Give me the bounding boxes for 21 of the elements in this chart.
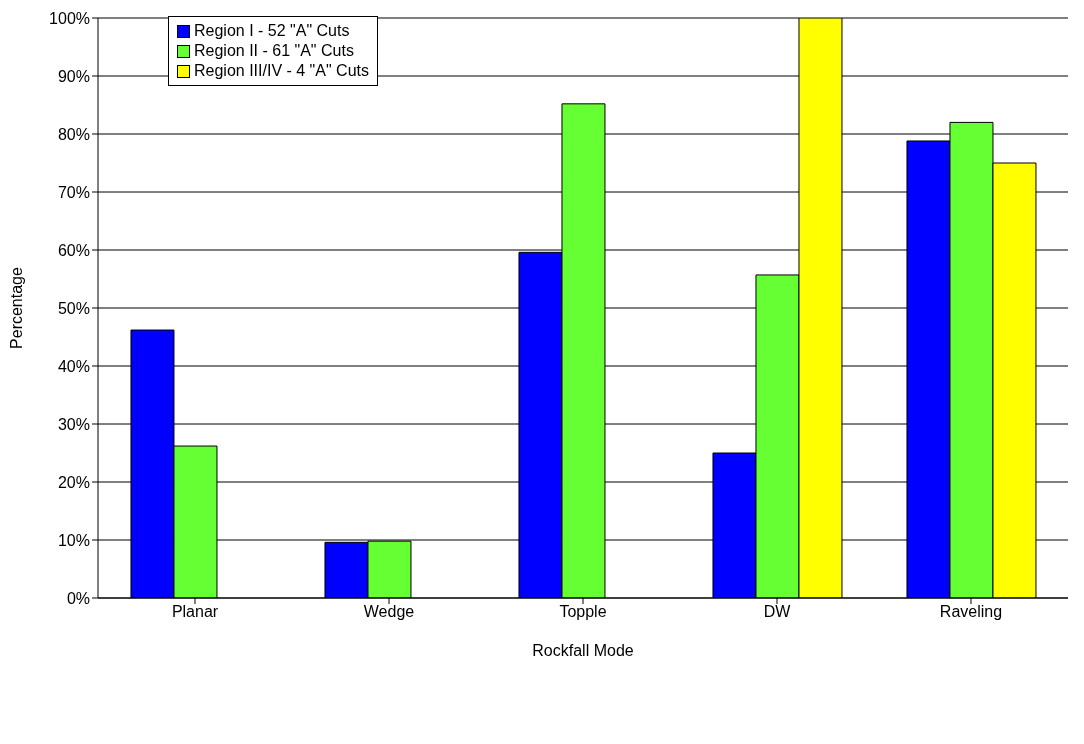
x-tick-label: Wedge bbox=[363, 603, 415, 621]
legend-label: Region II - 61 "A" Cuts bbox=[194, 41, 354, 61]
legend-label: Region I - 52 "A" Cuts bbox=[194, 21, 350, 41]
y-tick-label: 80% bbox=[57, 125, 90, 143]
y-tick-label: 90% bbox=[57, 67, 90, 85]
y-tick-label: 70% bbox=[57, 183, 90, 201]
y-tick-label: 60% bbox=[57, 241, 90, 259]
y-tick-label: 40% bbox=[57, 357, 90, 375]
x-axis-title: Rockfall Mode bbox=[532, 642, 634, 659]
y-tick-label: 100% bbox=[49, 9, 90, 27]
legend-label: Region III/IV - 4 "A" Cuts bbox=[194, 61, 369, 81]
y-tick-label: 30% bbox=[57, 415, 90, 433]
x-tick-label: Topple bbox=[559, 603, 607, 621]
x-tick-label: Raveling bbox=[939, 603, 1003, 621]
y-tick-label: 0% bbox=[66, 589, 90, 607]
y-tick-label: 50% bbox=[57, 299, 90, 317]
y-tick-label: 20% bbox=[57, 473, 90, 491]
x-tick-label: DW bbox=[763, 603, 792, 621]
x-tick-label: Planar bbox=[171, 603, 219, 621]
y-tick-label: 10% bbox=[57, 531, 90, 549]
y-axis-title: Percentage bbox=[7, 266, 25, 349]
